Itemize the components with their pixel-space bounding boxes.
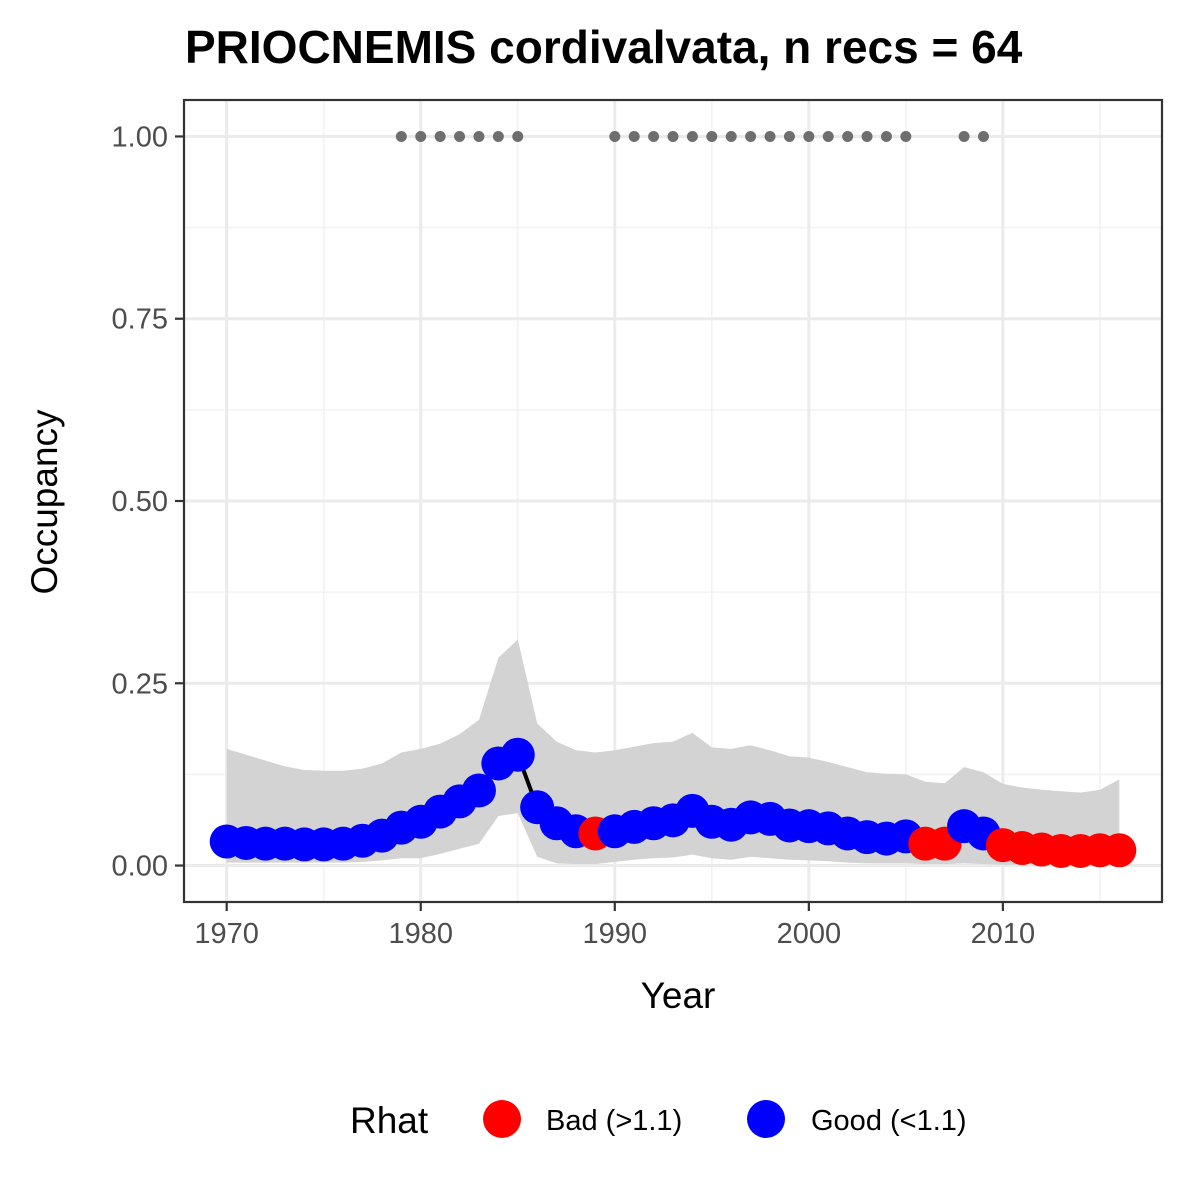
y-axis: 0.00 0.25 0.50 0.75 1.00 (112, 121, 184, 883)
record-points (395, 130, 989, 142)
legend-label-bad: Bad (>1.1) (546, 1105, 682, 1137)
y-tick-label: 0.00 (112, 851, 168, 883)
x-tick-label: 2010 (971, 918, 1036, 950)
legend-label-good: Good (<1.1) (811, 1105, 967, 1137)
record-point (648, 130, 660, 142)
record-point (609, 130, 621, 142)
record-point (686, 130, 698, 142)
x-tick-label: 2000 (777, 918, 842, 950)
x-axis: 1970 1980 1990 2000 2010 (194, 902, 1035, 950)
record-point (415, 130, 427, 142)
y-axis-title: Occupancy (24, 409, 65, 595)
record-point (900, 130, 912, 142)
record-point (803, 130, 815, 142)
occupancy-point (1102, 833, 1137, 868)
record-point (454, 130, 466, 142)
legend-key-bad (483, 1100, 521, 1138)
record-point (822, 130, 834, 142)
x-tick-label: 1990 (583, 918, 648, 950)
record-point (764, 130, 776, 142)
occupancy-points (209, 737, 1137, 868)
y-tick-label: 0.75 (112, 304, 168, 336)
y-tick-label: 0.50 (112, 486, 168, 518)
record-point (977, 130, 989, 142)
x-tick-label: 1970 (194, 918, 259, 950)
occupancy-point (500, 737, 535, 772)
record-point (725, 130, 737, 142)
y-tick-label: 1.00 (112, 121, 168, 153)
legend-key-good (747, 1100, 785, 1138)
record-point (628, 130, 640, 142)
record-point (492, 130, 504, 142)
legend: Rhat Bad (>1.1) Good (<1.1) (350, 1100, 967, 1141)
plot-panel (182, 98, 1164, 904)
record-point (667, 130, 679, 142)
x-tick-label: 1980 (388, 918, 453, 950)
record-point (473, 130, 485, 142)
record-point (745, 130, 757, 142)
record-point (706, 130, 718, 142)
record-point (783, 130, 795, 142)
record-point (861, 130, 873, 142)
record-point (842, 130, 854, 142)
x-axis-title: Year (641, 975, 716, 1016)
legend-title: Rhat (350, 1100, 429, 1141)
record-point (395, 130, 407, 142)
record-point (958, 130, 970, 142)
chart-title: PRIOCNEMIS cordivalvata, n recs = 64 (185, 21, 1023, 73)
record-point (880, 130, 892, 142)
record-point (512, 130, 524, 142)
y-tick-label: 0.25 (112, 668, 168, 700)
occupancy-point (461, 773, 496, 808)
record-point (434, 130, 446, 142)
